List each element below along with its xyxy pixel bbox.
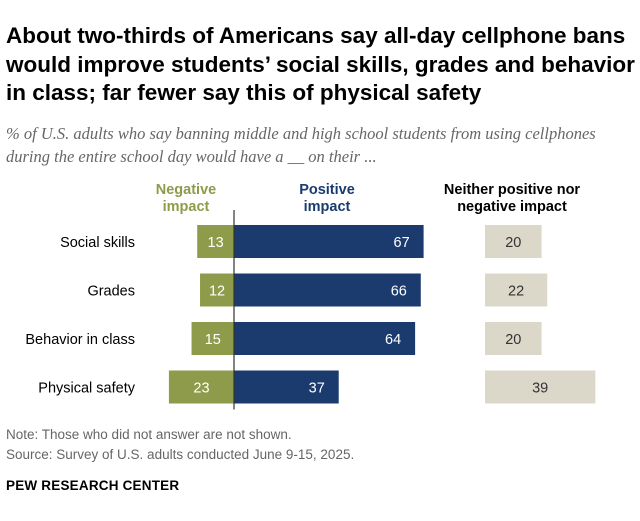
value-label-positive: 66 [391, 284, 407, 300]
category-label: Grades [87, 284, 135, 300]
chart-subtitle: % of U.S. adults who say banning middle … [6, 124, 596, 166]
value-label-negative: 23 [193, 381, 209, 397]
bar-positive [234, 273, 421, 307]
bar-negative [168, 370, 234, 404]
value-label-negative: 12 [209, 284, 225, 300]
chart-note: Note: Those who did not answer are not s… [6, 427, 292, 442]
bar-neither [485, 273, 548, 307]
category-label: Social skills [60, 235, 135, 251]
legend-negative-impact: Negative impact [156, 182, 216, 215]
legend-neither-impact: Neither positive nor negative impact [444, 182, 581, 215]
bar-neither [485, 225, 542, 258]
bar-neither [485, 322, 542, 355]
value-label-negative: 13 [208, 235, 224, 251]
bar-positive [234, 322, 416, 355]
value-label-neither: 22 [508, 284, 524, 300]
value-label-positive: 64 [385, 332, 401, 348]
value-label-negative: 15 [205, 332, 221, 348]
legend-positive-impact: Positive impact [299, 182, 355, 215]
bar-negative [200, 273, 234, 307]
bar-positive [234, 225, 424, 258]
value-label-positive: 67 [394, 235, 410, 251]
value-label-neither: 20 [505, 235, 521, 251]
value-label-positive: 37 [309, 381, 325, 397]
bar-neither [485, 370, 596, 404]
diverging-bar-chart: Negative impact Positive impact Neither posi… [25, 182, 596, 410]
value-label-neither: 20 [505, 332, 521, 348]
bar-negative [197, 225, 234, 258]
chart-title: About two-thirds of Americans say all-da… [6, 23, 635, 105]
bar-positive [234, 370, 339, 404]
bar-negative [191, 322, 234, 355]
chart-source: Source: Survey of U.S. adults conducted … [6, 447, 355, 462]
category-label: Physical safety [38, 381, 135, 397]
brand-name: PEW RESEARCH CENTER [6, 478, 180, 493]
category-label: Behavior in class [25, 332, 135, 348]
value-label-neither: 39 [532, 381, 548, 397]
